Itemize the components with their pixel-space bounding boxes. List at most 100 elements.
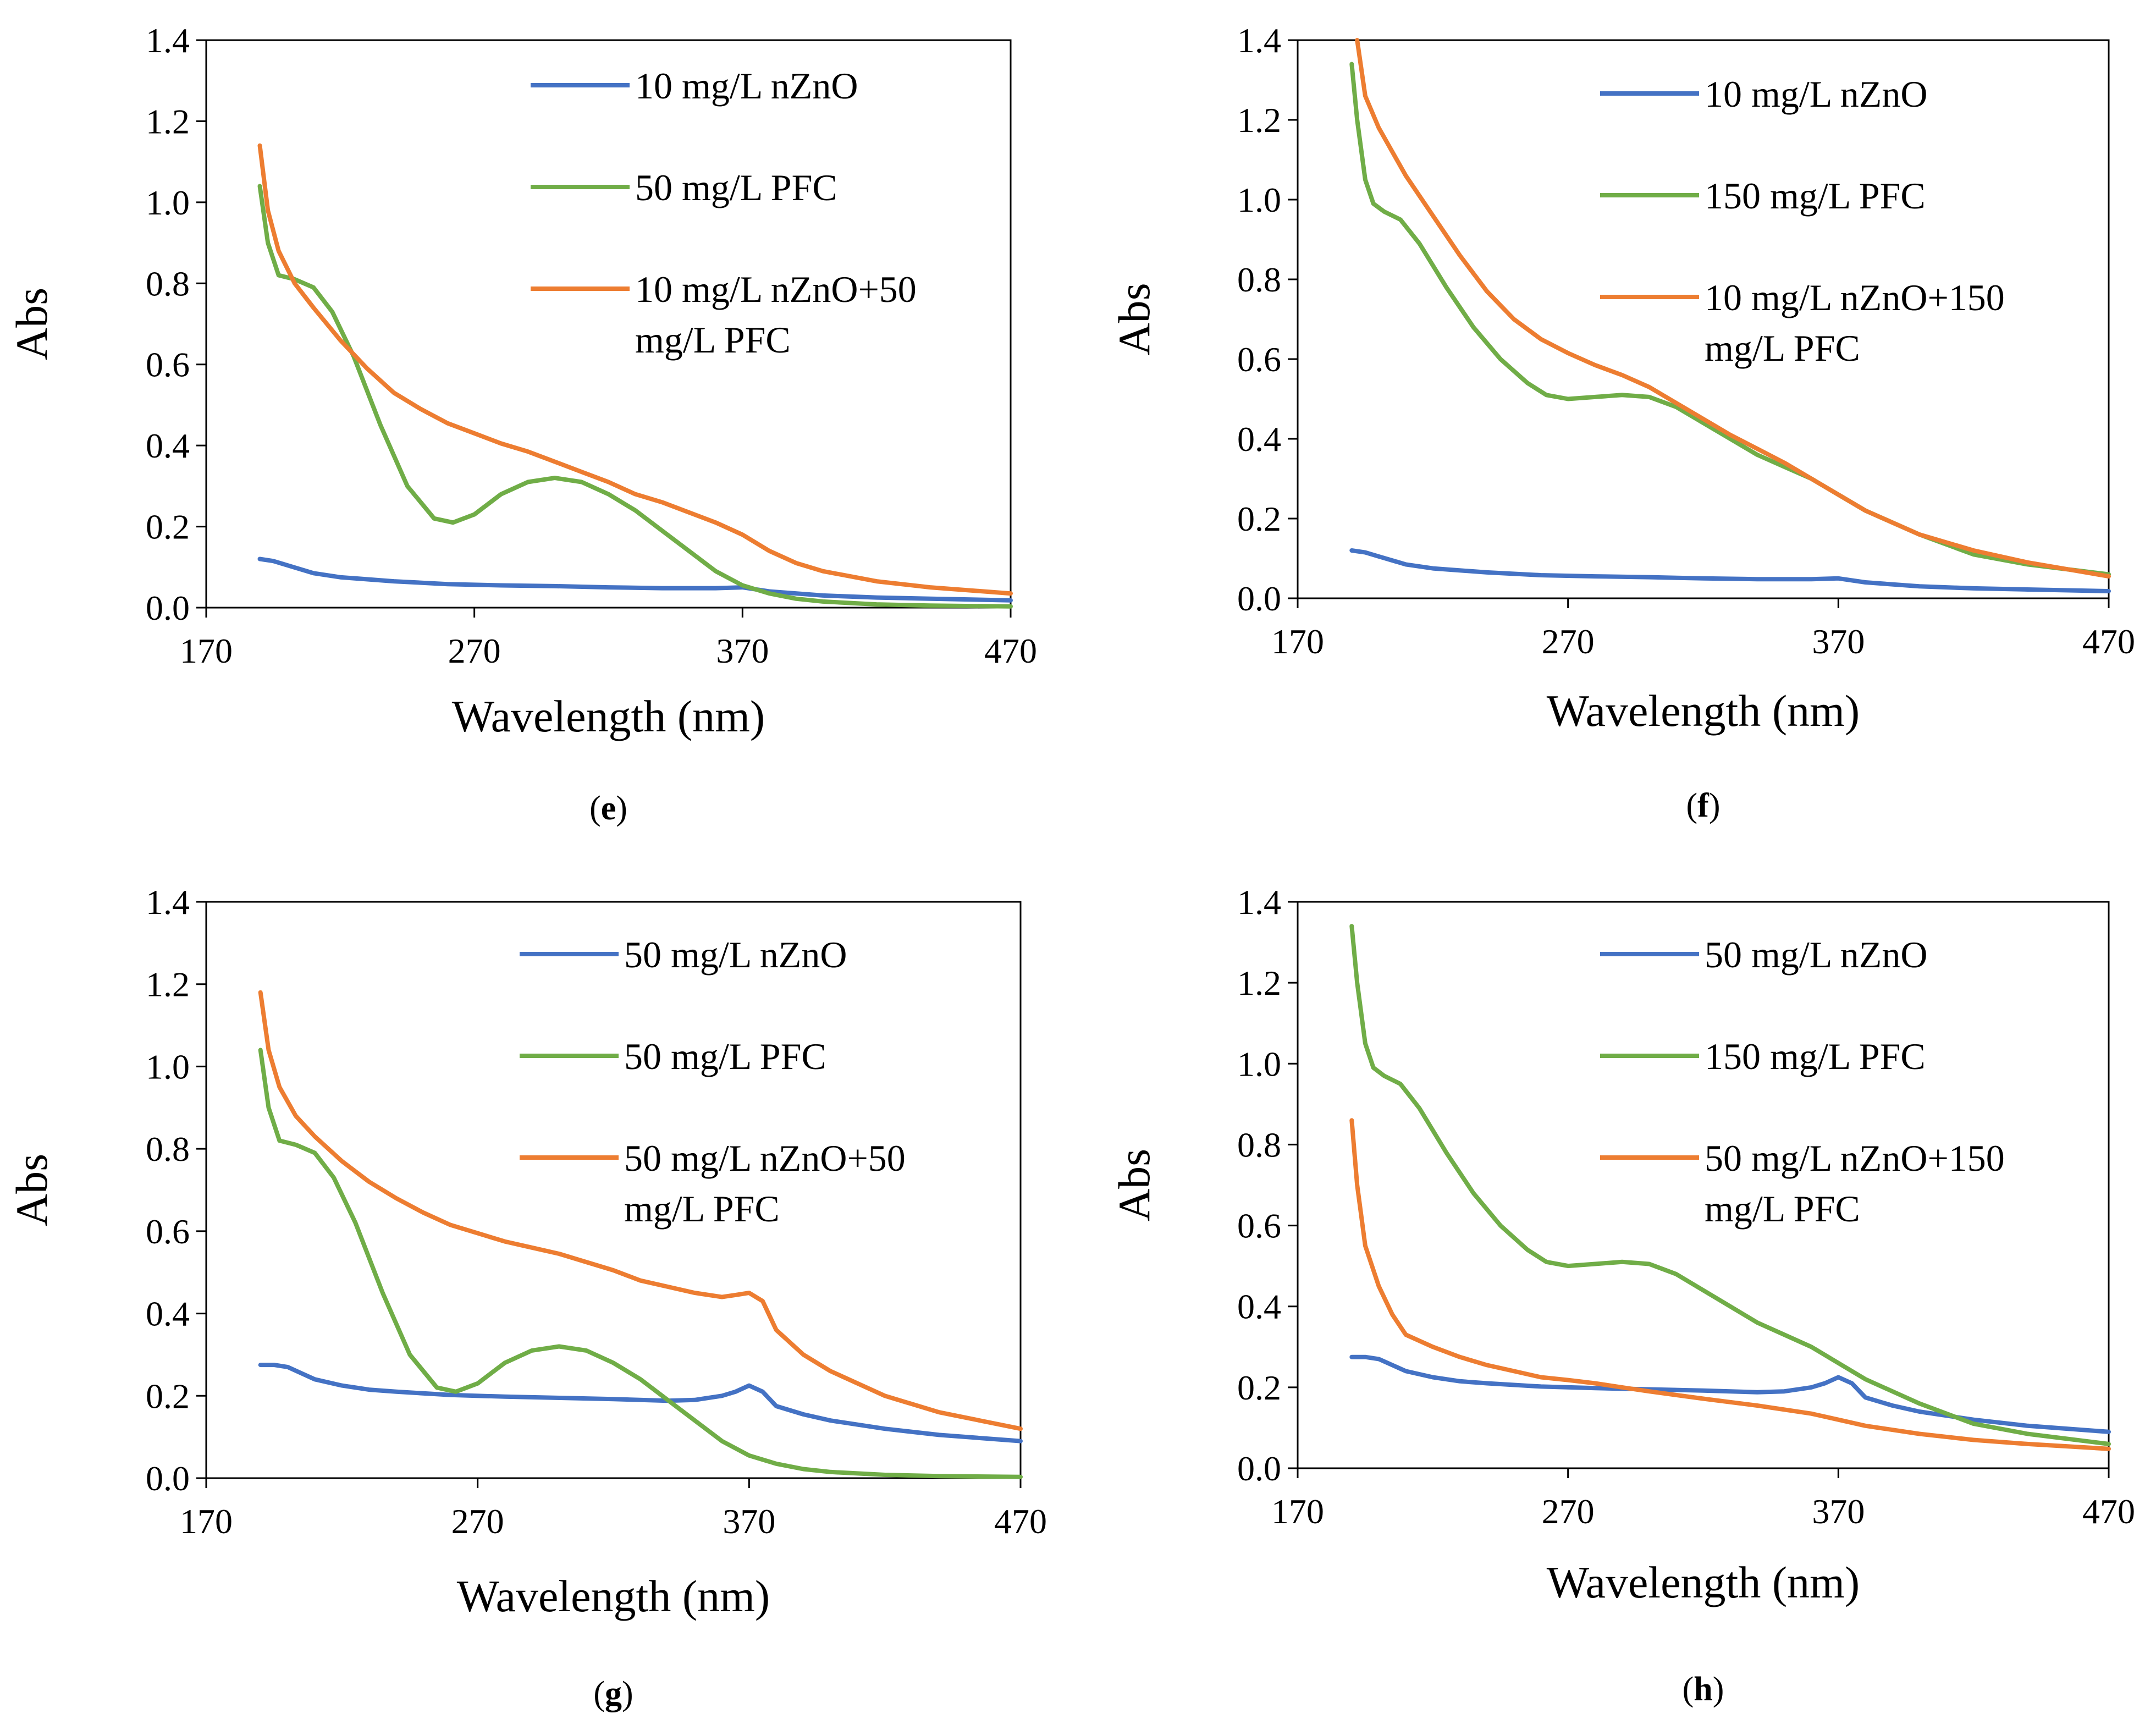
x-tick-label: 470 <box>984 631 1037 670</box>
legend-label: mg/L PFC <box>624 1188 780 1230</box>
series-line-1 <box>258 1363 1023 1443</box>
legend-label: 50 mg/L PFC <box>635 167 837 208</box>
y-tick-label: 0.0 <box>1237 1449 1281 1488</box>
panel-caption: (g) <box>593 1675 633 1712</box>
series-line-2 <box>1349 924 2111 1446</box>
series-line-2 <box>257 184 1013 609</box>
y-tick-label: 1.2 <box>146 965 190 1004</box>
series-line-2 <box>258 1048 1023 1479</box>
x-axis-title: Wavelength (nm) <box>452 691 765 741</box>
series-line-1 <box>257 557 1013 603</box>
legend-label: 150 mg/L PFC <box>1705 1035 1926 1077</box>
x-tick-label: 270 <box>1542 1492 1595 1531</box>
legend: 10 mg/L nZnO 150 mg/L PFC 10 mg/L nZnO+150… <box>1600 73 2005 369</box>
legend: 10 mg/L nZnO 50 mg/L PFC 10 mg/L nZnO+50 mg… <box>531 65 917 361</box>
panel-caption: (h) <box>1683 1671 1724 1708</box>
series-line-3 <box>258 990 1023 1431</box>
x-tick-label: 370 <box>716 631 769 670</box>
x-axis-title: Wavelength (nm) <box>1547 686 1860 736</box>
y-tick-label: 1.2 <box>146 102 190 141</box>
y-tick-label: 1.4 <box>1237 883 1281 922</box>
y-axis-title: Abs <box>7 288 57 360</box>
legend-label: 150 mg/L PFC <box>1705 175 1926 217</box>
x-tick-label: 470 <box>994 1502 1047 1541</box>
y-tick-label: 1.2 <box>1237 101 1281 140</box>
y-tick-label: 1.0 <box>146 183 190 222</box>
x-tick-label: 470 <box>2082 622 2135 661</box>
x-tick-label: 370 <box>1812 622 1865 661</box>
y-tick-label: 0.0 <box>146 588 190 627</box>
y-tick-label: 0.2 <box>1237 1368 1281 1407</box>
legend: 50 mg/L nZnO 50 mg/L PFC 50 mg/L nZnO+50 mg… <box>520 934 906 1230</box>
chart-panel-h: 0.0 0.2 0.4 0.6 0.8 1.0 1.2 1.4 170 270 370 470 Wave… <box>1109 883 2135 1708</box>
series-line-1 <box>1349 548 2111 593</box>
y-tick-label: 0.8 <box>146 264 190 303</box>
y-tick-label: 0.2 <box>146 1376 190 1415</box>
y-tick-label: 0.6 <box>1237 340 1281 379</box>
legend-label: mg/L PFC <box>1705 327 1860 369</box>
y-tick-label: 1.4 <box>1237 21 1281 60</box>
plot-area-border <box>205 901 1022 1479</box>
legend-label: 50 mg/L nZnO <box>1705 934 1927 976</box>
legend-label: 10 mg/L nZnO+150 <box>1705 277 2005 318</box>
x-tick-label: 270 <box>451 1502 504 1541</box>
x-tick-label: 170 <box>1271 1492 1324 1531</box>
y-tick-label: 0.6 <box>1237 1206 1281 1246</box>
x-axis-title: Wavelength (nm) <box>457 1571 770 1621</box>
chart-panel-e: 0.0 0.2 0.4 0.6 0.8 1.0 1.2 1.4 170 270 370 470 Wave… <box>7 21 1037 827</box>
y-tick-label: 1.4 <box>146 21 190 60</box>
y-tick-label: 0.8 <box>146 1130 190 1169</box>
legend-label: mg/L PFC <box>1705 1188 1860 1230</box>
x-tick-label: 270 <box>448 631 501 670</box>
y-tick-label: 1.4 <box>146 883 190 922</box>
legend-label: 50 mg/L PFC <box>624 1035 826 1077</box>
y-tick-label: 0.6 <box>146 1212 190 1251</box>
legend-label: 50 mg/L nZnO+50 <box>624 1137 906 1179</box>
chart-panel-g: 0.0 0.2 0.4 0.6 0.8 1.0 1.2 1.4 170 270 370 470 Wave… <box>7 883 1047 1712</box>
y-tick-label: 0.4 <box>1237 1287 1281 1326</box>
y-tick-label: 0.2 <box>1237 499 1281 538</box>
legend-label: 10 mg/L nZnO <box>635 65 858 107</box>
panel-caption: (e) <box>589 790 627 827</box>
y-tick-label: 0.4 <box>146 1294 190 1334</box>
y-tick-label: 1.0 <box>146 1047 190 1086</box>
x-tick-label: 170 <box>1271 622 1324 661</box>
y-axis-title: Abs <box>1109 283 1159 355</box>
legend-label: 10 mg/L nZnO+50 <box>635 268 917 310</box>
series-line-3 <box>1355 38 2111 579</box>
x-tick-label: 170 <box>180 631 233 670</box>
series-line-2 <box>1349 62 2111 577</box>
y-tick-label: 0.0 <box>1237 579 1281 618</box>
x-tick-label: 170 <box>180 1502 233 1541</box>
plot-area-border <box>1297 901 2110 1469</box>
y-tick-label: 0.4 <box>146 426 190 465</box>
plot-area-border <box>205 39 1012 609</box>
legend-label: mg/L PFC <box>635 319 791 361</box>
legend-label: 50 mg/L nZnO <box>624 934 847 976</box>
y-tick-label: 0.8 <box>1237 260 1281 299</box>
y-tick-label: 1.0 <box>1237 180 1281 219</box>
y-axis-title: Abs <box>7 1154 57 1226</box>
series-line-3 <box>257 143 1013 596</box>
y-tick-label: 1.2 <box>1237 963 1281 1002</box>
y-tick-label: 1.0 <box>1237 1044 1281 1083</box>
legend-label: 50 mg/L nZnO+150 <box>1705 1137 2005 1179</box>
legend: 50 mg/L nZnO 150 mg/L PFC 50 mg/L nZnO+150… <box>1600 934 2005 1230</box>
x-tick-label: 370 <box>723 1502 775 1541</box>
chart-panel-f: 0.0 0.2 0.4 0.6 0.8 1.0 1.2 1.4 170 270 370 470 Wave… <box>1109 21 2135 824</box>
x-axis-title: Wavelength (nm) <box>1547 1557 1860 1607</box>
series-line-1 <box>1349 1354 2111 1434</box>
x-tick-label: 270 <box>1542 622 1595 661</box>
y-tick-label: 0.4 <box>1237 420 1281 459</box>
series-line-3 <box>1349 1118 2111 1451</box>
plot-area-border <box>1297 39 2110 599</box>
y-tick-label: 0.0 <box>146 1459 190 1498</box>
x-tick-label: 470 <box>2082 1492 2135 1531</box>
legend-label: 10 mg/L nZnO <box>1705 73 1927 115</box>
x-tick-label: 370 <box>1812 1492 1865 1531</box>
panel-caption: (f) <box>1686 787 1721 824</box>
y-tick-label: 0.6 <box>146 345 190 384</box>
y-tick-label: 0.2 <box>146 508 190 547</box>
y-axis-title: Abs <box>1109 1149 1159 1221</box>
